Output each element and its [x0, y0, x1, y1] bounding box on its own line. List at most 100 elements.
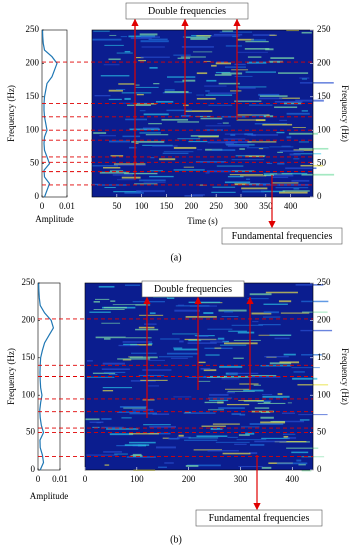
spectrogram-texture [142, 399, 155, 401]
spectrogram-texture [131, 140, 165, 143]
spectrogram-texture [205, 172, 210, 174]
spectrogram-texture [260, 365, 292, 367]
x-axis-label: Time (s) [187, 216, 217, 226]
spectrogram-texture [117, 411, 140, 413]
spectrogram-texture [245, 40, 269, 43]
spectrogram-texture [264, 174, 294, 177]
spectrogram-texture [113, 163, 146, 166]
spectrogram-texture [121, 176, 141, 179]
annotation: Fundamental frequencies [232, 231, 333, 242]
spectrogram-texture [100, 75, 130, 77]
spectrogram-texture [219, 31, 253, 33]
spectrogram-texture [130, 37, 152, 40]
spectrogram-texture [183, 166, 195, 168]
y-axis-label: Frequency (Hz) [340, 348, 350, 405]
spectrogram-texture [247, 56, 262, 58]
spectrogram-texture [222, 452, 251, 455]
spectrogram-texture [149, 66, 158, 69]
spectrogram-texture [296, 459, 302, 462]
spectrogram-texture [95, 298, 110, 300]
spectrogram-texture [239, 87, 256, 89]
y-tick-label: 100 [317, 124, 331, 134]
spectrogram-texture [230, 90, 242, 92]
spectrogram-texture [224, 342, 258, 345]
spectrogram-texture [212, 186, 236, 188]
spectrogram-texture [269, 334, 292, 336]
spectrogram-texture [134, 103, 157, 105]
spectrogram-texture [185, 316, 217, 318]
spectrogram-texture [216, 165, 244, 167]
spectrogram-texture [164, 89, 175, 91]
spectrogram-texture [139, 314, 164, 316]
spectrogram-texture [298, 147, 329, 150]
y-tick-label: 150 [317, 91, 331, 101]
spectrogram-texture [104, 464, 110, 466]
spectrogram-texture [140, 379, 168, 381]
spectrogram-texture [222, 30, 234, 32]
spectrogram-texture [188, 339, 202, 342]
spectrogram-texture [118, 83, 135, 85]
spectrogram-texture [274, 337, 290, 340]
spectrogram-texture [117, 358, 151, 360]
y-tick-label: 100 [26, 124, 40, 134]
spectrogram-texture [142, 144, 173, 146]
spectrogram-texture [148, 123, 162, 125]
spectrogram-texture [92, 165, 119, 167]
spectrogram-texture [279, 191, 308, 194]
spectrogram-texture [251, 114, 267, 117]
spectrogram-texture [207, 141, 238, 144]
spectrogram-texture [148, 359, 165, 361]
spectrogram-texture [205, 94, 233, 96]
spectrogram-texture [180, 114, 191, 117]
spectrogram-texture [207, 92, 237, 94]
spectrogram-texture [177, 121, 200, 123]
spectrogram-texture [112, 174, 133, 176]
spectrogram-texture [196, 35, 211, 37]
spectrogram-texture [226, 403, 250, 406]
x-tick-label: 300 [234, 474, 248, 484]
spectrogram-texture [124, 97, 131, 100]
spectrogram-texture [233, 357, 244, 359]
spectrogram-texture [210, 341, 226, 343]
spectrogram-texture [158, 356, 193, 358]
spectrogram-texture [246, 183, 271, 185]
spectrogram-texture [197, 149, 203, 151]
spectrogram-texture [140, 36, 161, 38]
spectrogram-texture [236, 439, 267, 441]
spectrogram-texture [121, 417, 132, 419]
spectrogram-texture [164, 462, 174, 464]
spectrogram-texture [231, 159, 265, 161]
spectrogram-texture [192, 51, 213, 53]
spectrogram-texture [116, 52, 133, 54]
spectrogram-texture [260, 421, 286, 424]
spectrogram-texture [103, 64, 120, 66]
spectrogram-texture [275, 187, 309, 189]
spectrogram-texture [287, 402, 292, 404]
spectrogram-texture [109, 170, 124, 172]
spectrogram-texture [206, 170, 240, 173]
spectrogram-texture [102, 387, 133, 389]
spectrogram-texture [258, 93, 280, 96]
spectrogram-texture [279, 150, 304, 152]
spectrogram-texture [286, 447, 319, 449]
spectrogram-texture [148, 385, 160, 387]
spectrogram-texture [300, 164, 323, 167]
spectrogram-texture [254, 123, 288, 125]
spectrogram-texture [269, 362, 292, 365]
spectrogram-texture [135, 86, 159, 88]
spectrogram-texture [258, 148, 264, 150]
spectrogram-texture [152, 145, 178, 147]
spectrogram-texture [92, 426, 100, 428]
spectrogram-texture [176, 436, 191, 439]
spectrogram-texture [221, 72, 243, 75]
spectrogram-texture [178, 434, 184, 437]
spectrogram-texture [277, 162, 285, 165]
spectrogram-texture [225, 141, 252, 143]
spectrogram-texture [109, 433, 134, 436]
spectrogram-texture [108, 89, 123, 92]
spectrogram-texture [124, 50, 131, 53]
spectrogram-texture [251, 134, 256, 137]
spectrogram-texture [240, 175, 267, 177]
spectrogram-texture [283, 435, 289, 438]
spectrogram-texture [108, 58, 121, 61]
